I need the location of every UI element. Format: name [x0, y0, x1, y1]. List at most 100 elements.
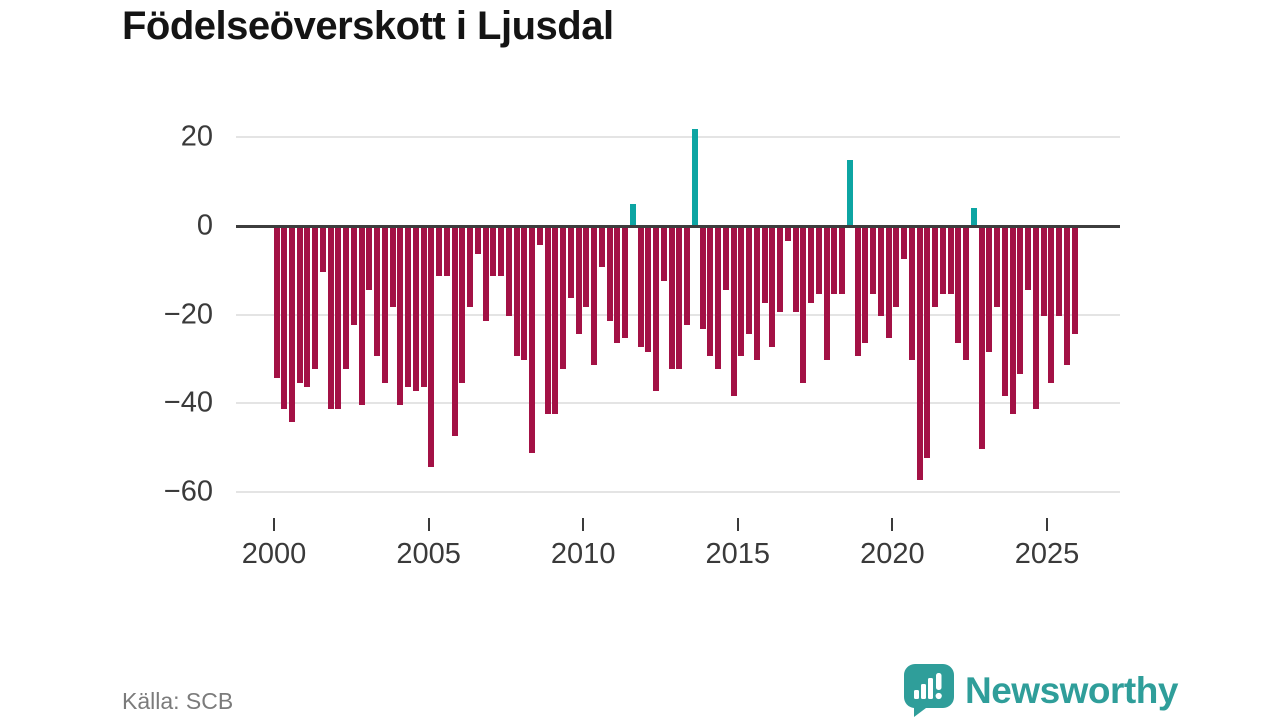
bar-2008Q1: [521, 227, 528, 361]
bar-2025Q3: [1063, 227, 1070, 365]
bar-2016Q1: [769, 227, 776, 348]
bar-2012Q2: [653, 227, 660, 392]
bar-2023Q3: [1001, 227, 1008, 396]
y-axis-label--40: −40: [163, 386, 213, 419]
bar-2022Q3: [970, 208, 977, 226]
bar-2021Q3: [939, 227, 946, 294]
bar-2017Q3: [815, 227, 822, 294]
bar-2007Q1: [490, 227, 497, 277]
bar-2007Q3: [505, 227, 512, 317]
bar-2013Q1: [676, 227, 683, 370]
bar-2022Q2: [963, 227, 970, 361]
bar-2015Q2: [746, 227, 753, 334]
bar-2011Q2: [622, 227, 629, 339]
bar-2024Q1: [1017, 227, 1024, 374]
bar-2002Q1: [335, 227, 342, 410]
bar-2023Q2: [994, 227, 1001, 308]
bar-2010Q4: [606, 227, 613, 321]
bar-2009Q3: [567, 227, 574, 299]
bar-2001Q1: [304, 227, 311, 387]
x-axis-label-2025: 2025: [1014, 538, 1080, 570]
bar-2002Q4: [358, 227, 365, 405]
bar-2016Q4: [792, 227, 799, 312]
bar-2000Q4: [296, 227, 303, 383]
bar-2003Q4: [389, 227, 396, 308]
zero-baseline: [236, 224, 1120, 228]
bar-2020Q1: [893, 227, 900, 308]
x-axis-label-2020: 2020: [860, 538, 925, 570]
x-axis-tick-2015: [736, 518, 739, 531]
bar-2023Q1: [986, 227, 993, 352]
bar-2000Q2: [281, 227, 288, 410]
bar-2014Q1: [707, 227, 714, 356]
bar-2020Q3: [908, 227, 915, 361]
x-axis-tick-2000: [273, 518, 275, 531]
bar-2012Q1: [645, 227, 652, 352]
y-axis-label--60: −60: [163, 475, 213, 508]
bar-2014Q3: [722, 227, 729, 290]
bar-2009Q4: [575, 227, 582, 334]
bar-2003Q2: [374, 227, 381, 356]
bar-2010Q2: [591, 227, 598, 365]
bar-2021Q2: [932, 227, 939, 308]
bar-2025Q2: [1056, 227, 1063, 317]
bar-2012Q3: [660, 227, 667, 281]
bar-2019Q1: [862, 227, 869, 343]
bar-2005Q3: [443, 227, 450, 277]
bar-2015Q4: [761, 227, 768, 303]
bar-2004Q4: [420, 227, 427, 387]
x-axis-label-2015: 2015: [705, 538, 771, 570]
bar-2021Q4: [947, 227, 954, 294]
bar-2024Q3: [1032, 227, 1039, 410]
x-axis-tick-2020: [891, 518, 894, 531]
y-axis-label-20: 20: [180, 120, 213, 153]
bar-2022Q1: [955, 227, 962, 343]
bar-2017Q2: [808, 227, 815, 303]
bar-2000Q1: [273, 227, 280, 379]
newsworthy-logo: Newsworthy: [903, 663, 1178, 718]
bar-2002Q3: [350, 227, 357, 325]
bar-2002Q2: [343, 227, 350, 370]
bar-2001Q3: [319, 227, 326, 272]
bar-2004Q2: [405, 227, 412, 387]
bar-2006Q1: [459, 227, 466, 383]
bar-2015Q3: [753, 227, 760, 361]
x-axis-tick-2005: [427, 518, 430, 531]
bar-2024Q2: [1025, 227, 1032, 290]
bar-2024Q4: [1040, 227, 1047, 317]
bar-2009Q1: [552, 227, 559, 414]
bar-2006Q2: [467, 227, 474, 308]
bar-2005Q1: [428, 227, 435, 467]
bar-2019Q2: [870, 227, 877, 294]
bar-2008Q3: [536, 227, 543, 246]
x-axis-tick-2025: [1046, 518, 1048, 531]
bar-2001Q2: [312, 227, 319, 370]
bar-2011Q4: [637, 227, 644, 348]
bar-2000Q3: [288, 227, 295, 423]
bar-2003Q3: [381, 227, 388, 383]
y-axis-label--20: −20: [163, 298, 213, 331]
bar-2020Q4: [916, 227, 923, 480]
bar-2025Q1: [1048, 227, 1055, 383]
bar-2011Q3: [629, 203, 636, 226]
bar-2004Q3: [412, 227, 419, 392]
x-axis-label-2005: 2005: [396, 538, 461, 570]
bar-2005Q2: [436, 227, 443, 277]
bar-2025Q4: [1071, 227, 1078, 334]
newsworthy-wordmark: Newsworthy: [965, 669, 1178, 711]
y-axis-label-0: 0: [196, 209, 213, 242]
x-axis-label-2010: 2010: [550, 538, 616, 570]
bar-2006Q3: [474, 227, 481, 255]
bar-2018Q4: [854, 227, 861, 356]
bar-2013Q3: [691, 128, 698, 226]
bar-2022Q4: [978, 227, 985, 449]
gridline--60: [236, 490, 1120, 493]
x-axis-label-2000: 2000: [241, 538, 307, 570]
bar-2016Q3: [784, 227, 791, 241]
bar-2007Q4: [513, 227, 520, 356]
bar-2008Q4: [544, 227, 551, 414]
bar-2013Q4: [699, 227, 706, 330]
bar-2018Q2: [839, 227, 846, 294]
